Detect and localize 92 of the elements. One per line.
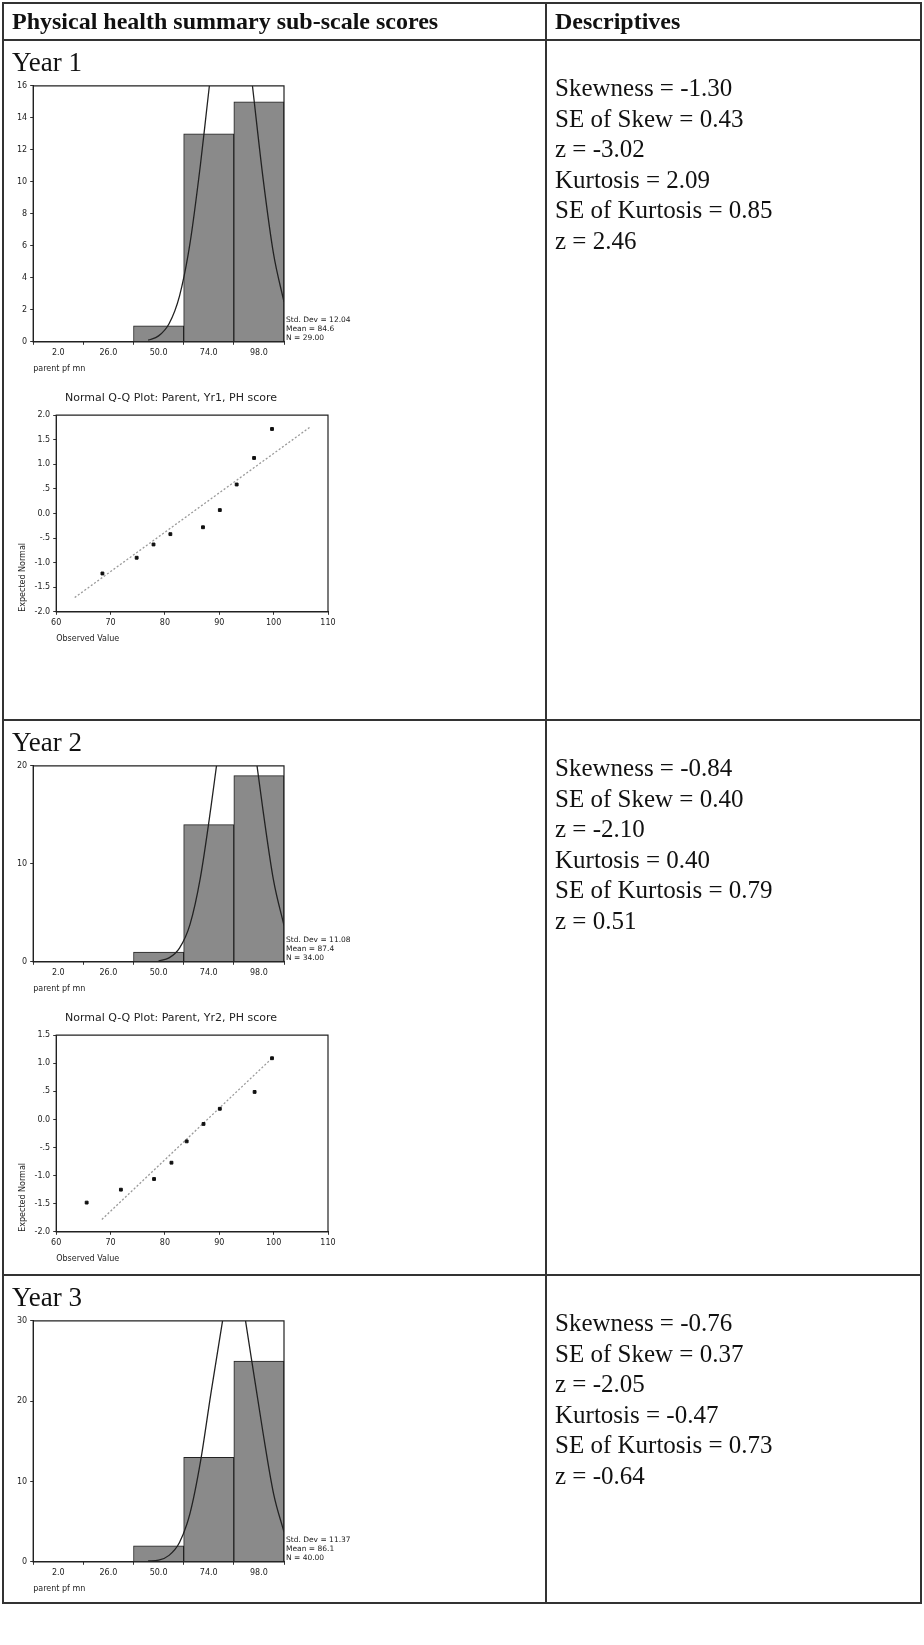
y-tick-label: 4 — [22, 272, 28, 282]
x-tick-label: 74.0 — [199, 347, 218, 357]
y-tick-label: -1.0 — [34, 557, 51, 567]
y-tick-label: -2.0 — [34, 1226, 51, 1236]
y-tick-label: 0 — [22, 1556, 28, 1566]
text: Kurtosis = 2.09 — [555, 164, 712, 195]
text: Descriptives — [555, 8, 682, 35]
chart-title: Year 1 — [12, 47, 83, 78]
x-tick-label: 50.0 — [149, 967, 168, 977]
y-tick-label: 10 — [16, 176, 28, 186]
chart-title: Year 2 — [12, 727, 83, 758]
y-tick-label: -.5 — [39, 1142, 51, 1152]
y-tick-label: 0 — [22, 956, 28, 966]
x-tick-label: 2.0 — [51, 347, 65, 357]
y-tick-label: 30 — [16, 1315, 28, 1325]
y-tick-label: 0.0 — [37, 1114, 51, 1124]
y-tick-label: -1.0 — [34, 1170, 51, 1180]
x-axis-title: parent pf mn — [33, 1584, 86, 1594]
x-tick-label: 90 — [214, 617, 225, 627]
x-tick-label: 50.0 — [149, 347, 168, 357]
text: z = 2.46 — [555, 225, 638, 256]
x-tick-label: 80 — [159, 1237, 171, 1247]
y-tick-label: 14 — [16, 112, 28, 122]
x-tick-label: 74.0 — [199, 1567, 218, 1577]
text: Kurtosis = 0.40 — [555, 844, 712, 875]
chart-title: Year 3 — [12, 1282, 83, 1313]
text: z = -3.02 — [555, 134, 646, 164]
y-tick-label: 8 — [22, 208, 28, 218]
y-tick-label: 1.0 — [37, 459, 51, 469]
y-tick-label: 0 — [22, 336, 28, 346]
y-tick-label: .5 — [42, 484, 51, 493]
text: z = -2.05 — [555, 1369, 646, 1399]
y-axis-title: Expected Normal — [17, 1162, 27, 1232]
y-tick-label: -2.0 — [34, 606, 51, 616]
y-axis-title: Expected Normal — [17, 542, 27, 612]
text: z = -0.64 — [555, 1460, 646, 1491]
y-tick-label: -1.5 — [34, 1198, 51, 1208]
text: SE of Kurtosis = 0.73 — [555, 1430, 774, 1460]
x-tick-label: 60 — [51, 617, 62, 627]
text: SE of Skew = 0.43 — [555, 103, 745, 134]
x-axis-title: Observed Value — [56, 634, 120, 644]
x-tick-label: 60 — [51, 1237, 62, 1247]
text: SE of Kurtosis = 0.79 — [555, 875, 774, 905]
y-tick-label: -.5 — [39, 533, 51, 543]
x-tick-label: 74.0 — [199, 967, 218, 977]
x-tick-label: 110 — [320, 617, 336, 627]
y-tick-label: 10 — [16, 1476, 28, 1486]
x-tick-label: 26.0 — [99, 347, 118, 357]
x-tick-label: 80 — [159, 617, 171, 627]
text: z = -2.10 — [555, 814, 646, 844]
text: SE of Skew = 0.40 — [555, 783, 745, 814]
x-tick-label: 2.0 — [51, 967, 65, 977]
y-tick-label: 1.5 — [37, 434, 51, 444]
x-tick-label: 50.0 — [149, 1567, 168, 1577]
y-tick-label: 1.5 — [37, 1030, 51, 1040]
x-tick-label: 100 — [266, 617, 282, 627]
text: SE of Kurtosis = 0.85 — [555, 195, 774, 225]
x-tick-label: 110 — [320, 1237, 336, 1247]
x-tick-label: 98.0 — [250, 1567, 268, 1577]
x-tick-label: 100 — [266, 1237, 282, 1247]
y-tick-label: 2.0 — [37, 410, 51, 420]
y-tick-label: 2 — [22, 304, 28, 314]
text: Skewness = -1.30 — [555, 73, 734, 103]
text: Physical health summary sub-scale scores — [12, 8, 440, 35]
text: z = 0.51 — [555, 905, 638, 936]
chart-title: Normal Q-Q Plot: Parent, Yr2, PH score — [64, 1011, 278, 1025]
text: SE of Skew = 0.37 — [555, 1338, 745, 1369]
y-tick-label: 6 — [22, 240, 28, 250]
x-axis-title: parent pf mn — [33, 984, 86, 994]
y-tick-label: 20 — [16, 760, 28, 770]
x-tick-label: 2.0 — [51, 1567, 65, 1577]
y-tick-label: -1.5 — [34, 582, 51, 592]
x-tick-label: 26.0 — [99, 1567, 118, 1577]
y-tick-label: .5 — [42, 1086, 51, 1096]
x-tick-label: 98.0 — [250, 967, 268, 977]
x-tick-label: 98.0 — [250, 347, 268, 357]
x-tick-label: 70 — [105, 617, 116, 627]
y-tick-label: 16 — [16, 80, 28, 90]
y-tick-label: 1.0 — [37, 1058, 51, 1068]
text: Kurtosis = -0.47 — [555, 1399, 720, 1430]
chart-title: Normal Q-Q Plot: Parent, Yr1, PH score — [64, 391, 278, 405]
y-tick-label: 0.0 — [37, 508, 51, 518]
text: Skewness = -0.84 — [555, 753, 734, 783]
x-axis-title: Observed Value — [56, 1254, 120, 1264]
x-tick-label: 70 — [105, 1237, 116, 1247]
y-tick-label: 20 — [16, 1396, 28, 1406]
x-axis-title: parent pf mn — [33, 364, 86, 374]
text: Skewness = -0.76 — [555, 1308, 734, 1338]
x-tick-label: 26.0 — [99, 967, 118, 977]
y-tick-label: 12 — [16, 144, 28, 154]
x-tick-label: 90 — [214, 1237, 225, 1247]
y-tick-label: 10 — [16, 858, 28, 868]
